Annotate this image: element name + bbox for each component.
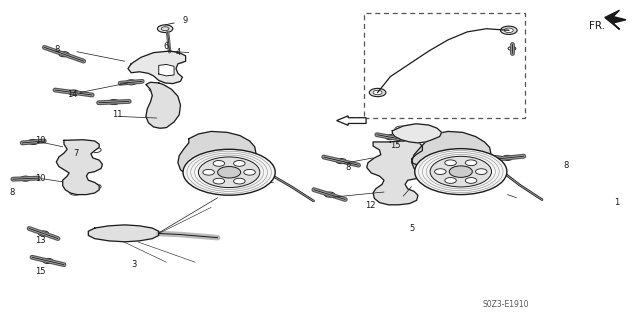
Polygon shape <box>412 131 491 179</box>
Circle shape <box>435 169 446 174</box>
Text: FR.: FR. <box>589 20 605 31</box>
Circle shape <box>424 128 434 133</box>
Circle shape <box>126 80 136 85</box>
Circle shape <box>502 155 513 160</box>
Circle shape <box>234 178 245 184</box>
Polygon shape <box>159 64 174 76</box>
Circle shape <box>131 229 148 238</box>
Circle shape <box>244 169 255 175</box>
Circle shape <box>476 169 487 174</box>
Circle shape <box>213 178 225 184</box>
Circle shape <box>218 167 241 178</box>
Polygon shape <box>367 140 424 205</box>
Text: 2: 2 <box>269 176 274 185</box>
Circle shape <box>43 258 53 263</box>
Circle shape <box>69 189 82 195</box>
Circle shape <box>76 140 88 146</box>
Text: 8: 8 <box>563 161 568 170</box>
Circle shape <box>373 90 382 95</box>
Circle shape <box>430 156 492 187</box>
Text: 8: 8 <box>54 45 60 54</box>
Text: 8: 8 <box>10 189 15 197</box>
Circle shape <box>465 178 477 183</box>
Circle shape <box>157 25 173 33</box>
Circle shape <box>445 178 456 183</box>
Circle shape <box>203 169 214 175</box>
Circle shape <box>500 26 517 34</box>
Polygon shape <box>178 131 256 179</box>
Circle shape <box>156 122 167 128</box>
Polygon shape <box>56 140 102 195</box>
Polygon shape <box>88 225 159 242</box>
Circle shape <box>385 135 396 140</box>
Circle shape <box>415 149 507 195</box>
Circle shape <box>91 147 101 152</box>
Text: 15: 15 <box>390 141 401 150</box>
Circle shape <box>149 86 161 92</box>
Circle shape <box>183 149 275 195</box>
FancyArrow shape <box>337 116 366 125</box>
Polygon shape <box>605 10 626 29</box>
Text: 12: 12 <box>365 201 375 210</box>
Circle shape <box>213 160 225 166</box>
Circle shape <box>234 160 245 166</box>
Text: 10: 10 <box>35 136 45 145</box>
Circle shape <box>167 102 179 108</box>
Circle shape <box>508 47 516 50</box>
Circle shape <box>198 157 260 188</box>
Bar <box>364 13 525 118</box>
Text: 10: 10 <box>35 174 45 183</box>
Circle shape <box>445 160 456 166</box>
Text: 7: 7 <box>74 149 79 158</box>
Text: S0Z3-E1910: S0Z3-E1910 <box>483 300 529 309</box>
Text: 11: 11 <box>112 110 122 119</box>
Circle shape <box>20 176 31 181</box>
Circle shape <box>336 159 346 164</box>
Circle shape <box>369 88 386 97</box>
Text: 9: 9 <box>182 16 188 25</box>
Circle shape <box>465 160 477 166</box>
Text: 14: 14 <box>67 90 77 99</box>
Circle shape <box>59 52 69 57</box>
Circle shape <box>109 100 119 105</box>
Polygon shape <box>392 124 442 143</box>
Circle shape <box>91 184 101 189</box>
Text: 5: 5 <box>410 224 415 233</box>
Polygon shape <box>146 82 180 128</box>
Circle shape <box>68 90 79 95</box>
Text: 3: 3 <box>131 260 136 269</box>
Text: 6: 6 <box>163 42 168 51</box>
Circle shape <box>28 139 38 145</box>
Polygon shape <box>128 51 186 84</box>
Circle shape <box>38 231 49 236</box>
Circle shape <box>449 166 472 177</box>
Circle shape <box>504 28 513 33</box>
Circle shape <box>144 56 157 62</box>
Text: 13: 13 <box>35 236 46 245</box>
Text: 1: 1 <box>614 198 620 207</box>
Text: E-7: E-7 <box>349 117 363 126</box>
Circle shape <box>174 58 184 63</box>
Circle shape <box>99 229 116 238</box>
Text: 15: 15 <box>35 267 45 276</box>
Text: 4: 4 <box>176 48 181 57</box>
Circle shape <box>395 126 408 132</box>
Circle shape <box>324 192 335 197</box>
Text: 8: 8 <box>346 163 351 172</box>
